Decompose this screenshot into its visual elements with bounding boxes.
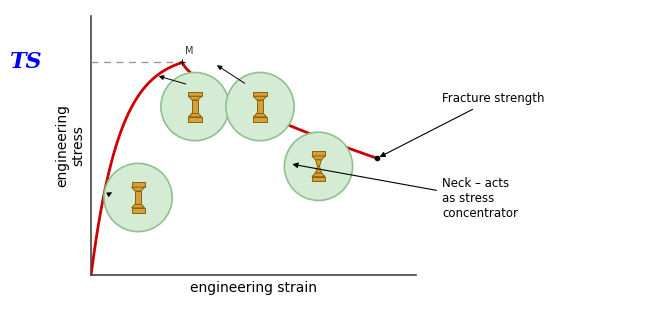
Polygon shape — [254, 96, 266, 100]
Text: M: M — [185, 46, 194, 56]
Text: Neck – acts
as stress
concentrator: Neck – acts as stress concentrator — [293, 163, 518, 220]
Polygon shape — [131, 204, 145, 208]
Polygon shape — [131, 208, 145, 213]
Polygon shape — [315, 160, 322, 166]
Ellipse shape — [285, 132, 352, 200]
Polygon shape — [131, 187, 145, 191]
Polygon shape — [312, 173, 325, 177]
Polygon shape — [312, 177, 325, 181]
Polygon shape — [188, 113, 202, 117]
Ellipse shape — [161, 72, 229, 141]
X-axis label: engineering strain: engineering strain — [190, 281, 317, 295]
Polygon shape — [254, 92, 266, 96]
Ellipse shape — [226, 72, 294, 141]
Polygon shape — [192, 100, 198, 113]
Polygon shape — [315, 166, 322, 173]
Polygon shape — [188, 117, 202, 121]
Polygon shape — [131, 182, 145, 187]
Polygon shape — [257, 100, 263, 113]
Y-axis label: engineering
stress: engineering stress — [55, 104, 85, 187]
Ellipse shape — [104, 163, 172, 232]
Polygon shape — [254, 117, 266, 121]
Text: Fracture strength: Fracture strength — [381, 92, 545, 156]
Polygon shape — [188, 92, 202, 96]
Polygon shape — [254, 113, 266, 117]
Polygon shape — [188, 96, 202, 100]
Polygon shape — [135, 191, 141, 204]
Text: TS: TS — [10, 52, 42, 74]
Polygon shape — [312, 151, 325, 156]
Polygon shape — [312, 156, 325, 160]
